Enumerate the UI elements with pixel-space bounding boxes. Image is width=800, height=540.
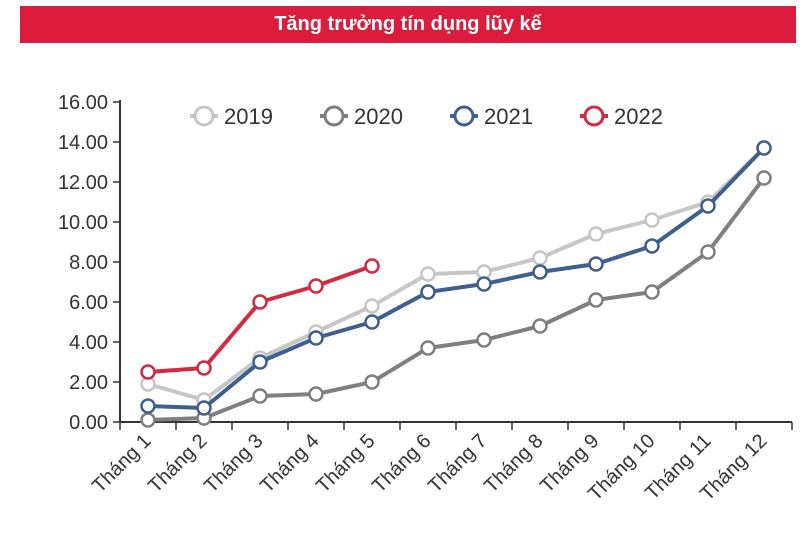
y-tick-label: 2.00 xyxy=(69,372,108,394)
data-point-2020 xyxy=(644,284,660,300)
x-tick-label: Tháng 2 xyxy=(144,430,211,497)
data-point-2020 xyxy=(364,374,380,390)
series-line-2019 xyxy=(146,146,766,402)
x-tick-label: Tháng 7 xyxy=(424,430,491,497)
data-point-2019 xyxy=(420,266,436,282)
data-point-2022 xyxy=(252,294,268,310)
series-line-2020 xyxy=(146,176,766,422)
chart-title: Tăng trưởng tín dụng lũy kế xyxy=(20,6,796,43)
x-tick-label: Tháng 1 xyxy=(88,430,155,497)
data-point-2021 xyxy=(364,314,380,330)
y-tick-label: 4.00 xyxy=(69,332,108,354)
data-point-2022 xyxy=(364,258,380,274)
x-tick-label: Tháng 5 xyxy=(312,430,379,497)
x-tick-label: Tháng 6 xyxy=(368,430,435,497)
data-point-2022 xyxy=(196,360,212,376)
legend-marker-2021 xyxy=(453,105,475,127)
data-point-2019 xyxy=(644,212,660,228)
data-point-2021 xyxy=(196,400,212,416)
x-tick-label: Tháng 4 xyxy=(256,430,323,497)
data-point-2019 xyxy=(364,298,380,314)
data-point-2020 xyxy=(532,318,548,334)
legend-marker-2020 xyxy=(323,105,345,127)
y-tick-label: 12.00 xyxy=(58,172,108,194)
data-point-2022 xyxy=(308,278,324,294)
x-tick-label: Tháng 3 xyxy=(200,430,267,497)
legend-label-2019: 2019 xyxy=(224,104,273,129)
series-line-2021 xyxy=(146,146,766,410)
data-point-2021 xyxy=(476,276,492,292)
data-point-2020 xyxy=(756,170,772,186)
data-point-2021 xyxy=(756,140,772,156)
data-point-2020 xyxy=(308,386,324,402)
y-tick-label: 6.00 xyxy=(69,292,108,314)
data-point-2020 xyxy=(700,244,716,260)
legend-label-2021: 2021 xyxy=(484,104,533,129)
y-tick-label: 0.00 xyxy=(69,412,108,434)
data-point-2021 xyxy=(252,354,268,370)
legend-label-2020: 2020 xyxy=(354,104,403,129)
data-point-2020 xyxy=(252,388,268,404)
y-tick-label: 16.00 xyxy=(58,92,108,114)
data-point-2021 xyxy=(420,284,436,300)
data-point-2022 xyxy=(140,364,156,380)
data-point-2020 xyxy=(588,292,604,308)
data-point-2021 xyxy=(140,398,156,414)
y-tick-label: 8.00 xyxy=(69,252,108,274)
data-point-2021 xyxy=(308,330,324,346)
data-point-2021 xyxy=(532,264,548,280)
data-point-2019 xyxy=(588,226,604,242)
data-point-2021 xyxy=(644,238,660,254)
y-tick-label: 10.00 xyxy=(58,212,108,234)
legend-marker-2019 xyxy=(193,105,215,127)
legend-marker-2022 xyxy=(583,105,605,127)
data-point-2021 xyxy=(588,256,604,272)
data-point-2019 xyxy=(532,250,548,266)
data-point-2020 xyxy=(476,332,492,348)
data-point-2020 xyxy=(420,340,436,356)
data-point-2020 xyxy=(140,412,156,428)
y-tick-label: 14.00 xyxy=(58,132,108,154)
x-tick-label: Tháng 8 xyxy=(480,430,547,497)
data-point-2021 xyxy=(700,198,716,214)
legend-label-2022: 2022 xyxy=(614,104,663,129)
